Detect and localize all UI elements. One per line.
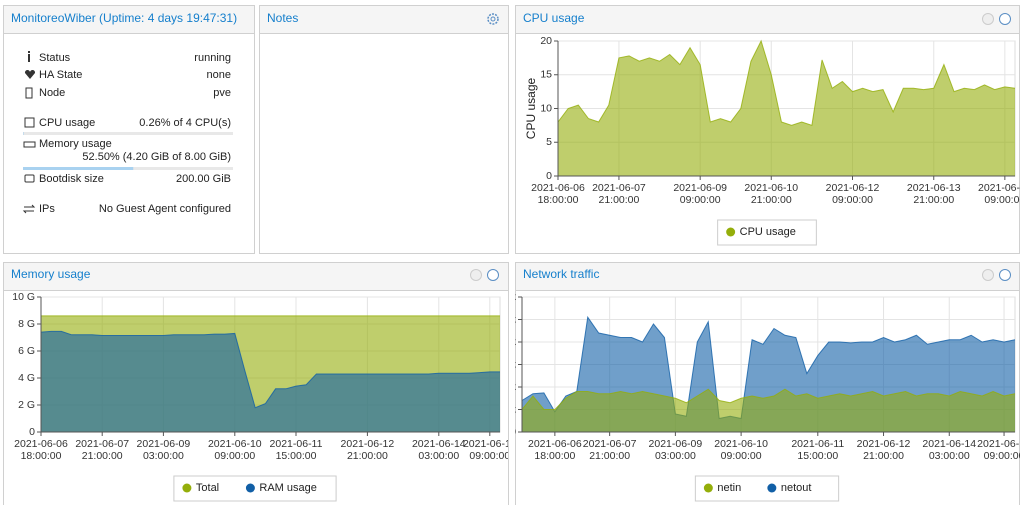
panel-title: Memory usage [11,267,91,281]
y-tick-label: 10 [540,102,552,114]
x-tick-label: 2021-06-10 09:00:00 [208,438,262,462]
row-value: No Guest Agent configured [99,203,231,215]
usage-bar [23,167,134,170]
y-tick-label: 0 [29,426,35,438]
legend-label: netin [717,482,741,494]
x-tick-label: 2021-06-11 15:00:00 [791,438,844,462]
panel-title: CPU usage [523,11,585,25]
x-tick-label: 2021-06-07 21:00:00 [592,182,646,206]
row-label: Bootdisk size [39,173,104,185]
legend [694,475,840,502]
undo-zoom[interactable] [999,269,1011,281]
usage-bar-track [23,132,233,135]
area [41,331,500,432]
x-tick-label: 2021-06-09 03:00:00 [649,438,703,462]
zoom-reset[interactable] [982,13,994,25]
y-tick-label: 8 G [18,318,35,330]
y-axis-label: CPU usage [524,77,538,139]
y-tick-label: 20 k [496,336,517,348]
row-value: none [207,69,231,81]
line [40,330,500,409]
y-tick-label: 10 G [12,291,35,303]
legend-label: Total [196,482,219,494]
y-tick-label: 4 G [18,372,35,384]
row-label: CPU usage [39,117,95,129]
area [558,41,1015,176]
legend-marker[interactable] [703,483,713,493]
x-tick-label: 2021-06-13 21:00:00 [907,182,961,206]
status-icons [22,51,36,214]
panel-title: Notes [267,11,298,25]
legend-marker[interactable] [245,483,255,493]
row-value: running [194,52,231,64]
row-value: pve [213,87,231,99]
x-tick-label: 2021-06-11 15:00:00 [270,438,323,462]
settings-icon[interactable] [487,13,499,25]
status-panel: MonitoreoWiber (Uptime: 4 days 19:47:31) [3,5,255,254]
x-tick-label: 2021-06-10 09:00:00 [714,438,768,462]
y-tick-label: 0 [546,170,552,182]
legend-marker[interactable] [182,483,192,493]
line [521,388,1016,410]
area [522,389,1015,432]
zoom-reset[interactable] [982,269,994,281]
x-tick-label: 2021-06-14 03:00:00 [922,438,976,462]
row-label: Memory usage [39,138,112,150]
legend-marker[interactable] [767,483,777,493]
legend-label: CPU usage [740,226,796,238]
row-value: 0.26% of 4 CPU(s) [139,117,231,129]
y-tick-label: 0 [510,426,516,438]
row-label: Node [39,87,65,99]
y-tick-label: 2 G [18,399,35,411]
y-tick-label: 5 [546,136,552,148]
usage-bar [23,132,24,135]
undo-zoom[interactable] [999,13,1011,25]
panel-title: MonitoreoWiber (Uptime: 4 days 19:47:31) [11,11,237,25]
x-tick-label: 2021-06-14 03:00:00 [412,438,466,462]
panel-title: Network traffic [523,267,599,281]
memory-chart: 0 2 G 4 G 6 G 8 G 10 G 2021-06-06 18:00:00 2021-… [12,291,517,502]
x-tick-label: 2021-06-09 09:00:00 [673,182,727,206]
cpu-chart: 0 5 10 15 20 2021-06-06 18:00:00 2021-06-07 21:0… [524,35,1024,246]
y-tick-label: 20 [540,35,552,47]
zoom-reset[interactable] [470,269,482,281]
notes-panel: Notes [259,5,509,254]
line [521,315,1016,420]
x-tick-label: 2021-06-07 21:00:00 [583,438,637,462]
undo-zoom[interactable] [487,269,499,281]
row-label: HA State [39,69,82,81]
x-tick-label: 2021-06-06 18:00:00 [531,182,585,206]
y-tick-label: 15 [540,69,552,81]
row-value: 52.50% (4.20 GiB of 8.00 GiB) [82,151,231,163]
y-tick-label: 15 k [496,358,517,370]
y-tick-label: 10 k [496,381,517,393]
row-label: Status [39,52,71,64]
y-tick-label: 5 k [502,403,517,415]
y-tick-label: 30 k [496,291,517,303]
x-tick-label: 2021-06-06 18:00:00 [14,438,68,462]
legend [173,475,337,502]
legend-marker[interactable] [726,227,736,237]
y-tick-label: 6 G [18,345,35,357]
x-tick-label: 2021-06-12 21:00:00 [857,438,911,462]
x-tick-label: 2021-06-12 09:00:00 [826,182,880,206]
row-value: 200.00 GiB [176,173,231,185]
x-tick-label: 2021-06-06 18:00:00 [528,438,582,462]
x-tick-label: 2021-06-12 21:00:00 [341,438,395,462]
y-tick-label: 25 k [496,313,517,325]
line [557,39,1016,127]
x-tick-label: 2021-06-07 21:00:00 [75,438,129,462]
x-tick-label: 2021-06-09 03:00:00 [137,438,191,462]
row-label: IPs [39,203,55,215]
x-tick-label: 2021-06-10 21:00:00 [744,182,798,206]
legend-label: netout [781,482,812,494]
status-rows: Status running HA State none Node pve CPU usag… [23,52,233,215]
network-chart: 0 5 k 10 k 15 k 20 k 25 k 30 k 2021-06-0618:00:… [496,291,1024,502]
legend-label: RAM usage [259,482,316,494]
